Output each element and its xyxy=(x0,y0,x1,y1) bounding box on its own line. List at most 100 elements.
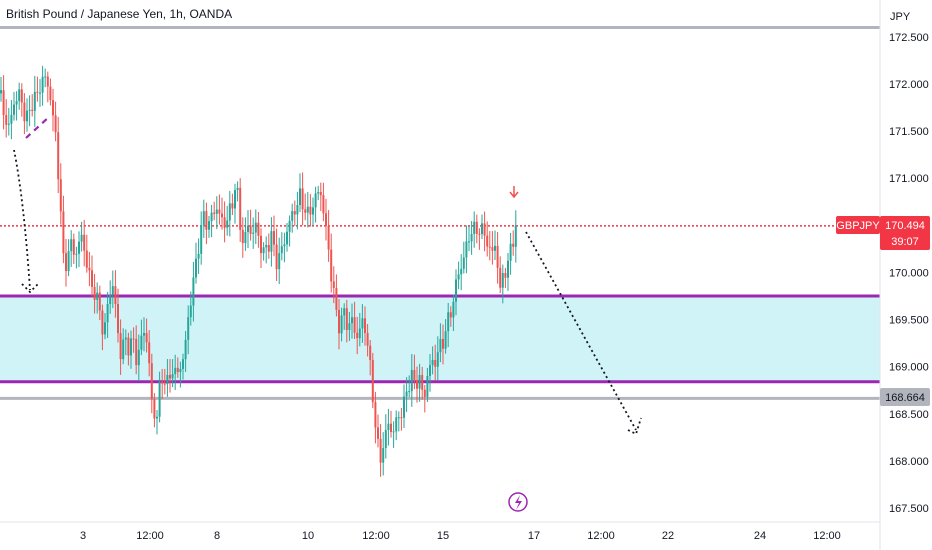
candle-body xyxy=(208,221,210,230)
candle-body xyxy=(452,301,455,318)
candle-body xyxy=(286,231,288,245)
symbol-badge-bg xyxy=(836,216,880,234)
candle-body xyxy=(512,243,515,247)
candle-body xyxy=(468,241,470,243)
candle-body xyxy=(150,363,153,400)
candle-body xyxy=(218,209,221,214)
candle-body xyxy=(106,304,109,323)
candle-body xyxy=(361,318,364,329)
candle-body xyxy=(405,391,408,397)
candle-body xyxy=(44,76,47,78)
candle-body xyxy=(41,76,44,93)
candle-body xyxy=(249,225,252,234)
candle-body xyxy=(338,309,340,334)
price-tick-label: 167.500 xyxy=(889,503,929,515)
candle-body xyxy=(514,225,517,247)
candle-body xyxy=(335,287,338,310)
candle-body xyxy=(444,331,447,349)
candle-body xyxy=(423,389,426,397)
candle-body xyxy=(421,375,424,390)
countdown-badge: 39:07 xyxy=(891,236,919,248)
candle-body xyxy=(171,374,174,379)
candle-body xyxy=(143,332,145,336)
candle-body xyxy=(247,225,249,232)
candle-body xyxy=(296,205,299,215)
candle-body xyxy=(252,232,255,234)
price-badge-bg xyxy=(880,216,930,250)
candle-body xyxy=(88,267,91,271)
candle-body xyxy=(491,247,494,251)
candle-body xyxy=(348,323,351,330)
candle-body xyxy=(20,89,23,103)
candle-body xyxy=(18,89,21,102)
candle-body xyxy=(117,304,119,334)
candle-body xyxy=(418,375,421,389)
candle-body xyxy=(39,92,41,94)
arrowhead-left-icon xyxy=(21,283,39,294)
candle-body xyxy=(101,310,104,335)
candle-body xyxy=(33,91,36,111)
level-badge: 168.664 xyxy=(885,392,925,404)
candle-body xyxy=(169,374,171,379)
candle-body xyxy=(62,211,65,254)
candle-body xyxy=(395,417,398,432)
candle-body xyxy=(70,239,73,252)
chart-title: British Pound / Japanese Yen, 1h, OANDA xyxy=(6,7,233,21)
candle-body xyxy=(36,91,39,93)
candle-body xyxy=(254,222,257,233)
candle-body xyxy=(119,333,122,360)
candle-body xyxy=(223,217,226,228)
purple-dashed-segment[interactable] xyxy=(25,115,51,139)
candle-body xyxy=(332,281,335,288)
candle-body xyxy=(322,195,325,214)
candle-body xyxy=(213,212,216,214)
candle-body xyxy=(356,332,359,339)
candle-body xyxy=(382,448,385,463)
candle-body xyxy=(23,102,26,122)
candle-body xyxy=(166,374,169,384)
time-tick-label: 24 xyxy=(754,530,766,542)
time-tick-label: 22 xyxy=(662,530,674,542)
candle-body xyxy=(78,241,80,254)
candle-body xyxy=(275,244,278,270)
candle-body xyxy=(392,431,395,433)
candle-body xyxy=(314,193,317,208)
candle-body xyxy=(447,312,450,332)
candle-body xyxy=(260,235,262,254)
candle-body xyxy=(429,365,431,376)
candle-body xyxy=(202,211,205,226)
candle-body xyxy=(93,286,96,300)
price-tick-label: 168.000 xyxy=(889,456,929,468)
candle-body xyxy=(72,239,75,255)
time-tick-label: 17 xyxy=(528,530,540,542)
candle-body xyxy=(5,115,8,125)
candle-body xyxy=(15,101,18,105)
price-tick-label: 172.000 xyxy=(889,79,929,91)
candle-body xyxy=(369,345,372,361)
candle-body xyxy=(319,192,322,196)
lightning-event-icon[interactable] xyxy=(508,492,528,512)
candle-body xyxy=(137,349,140,366)
candle-body xyxy=(135,338,138,366)
candle-body xyxy=(408,391,411,393)
candles-layer xyxy=(0,65,517,477)
candle-body xyxy=(434,359,437,367)
candle-body xyxy=(257,222,260,236)
candle-body xyxy=(184,339,187,360)
time-tick-label: 12:00 xyxy=(136,530,164,542)
time-axis: 3 12:00 8 10 12:00 15 17 12:00 22 24 12:00 xyxy=(0,521,880,542)
dotted-arrow-left[interactable] xyxy=(13,149,31,291)
candle-body xyxy=(288,220,291,232)
candle-body xyxy=(122,339,125,360)
candle-body xyxy=(234,190,236,209)
price-tick-label: 172.500 xyxy=(889,32,929,44)
candle-body xyxy=(278,253,281,270)
candle-body xyxy=(163,383,166,385)
candle-body xyxy=(205,211,208,230)
candle-body xyxy=(403,396,405,418)
time-tick-label: 10 xyxy=(302,530,314,542)
candle-body xyxy=(244,231,247,244)
candle-body xyxy=(127,337,130,356)
candle-body xyxy=(327,225,330,250)
